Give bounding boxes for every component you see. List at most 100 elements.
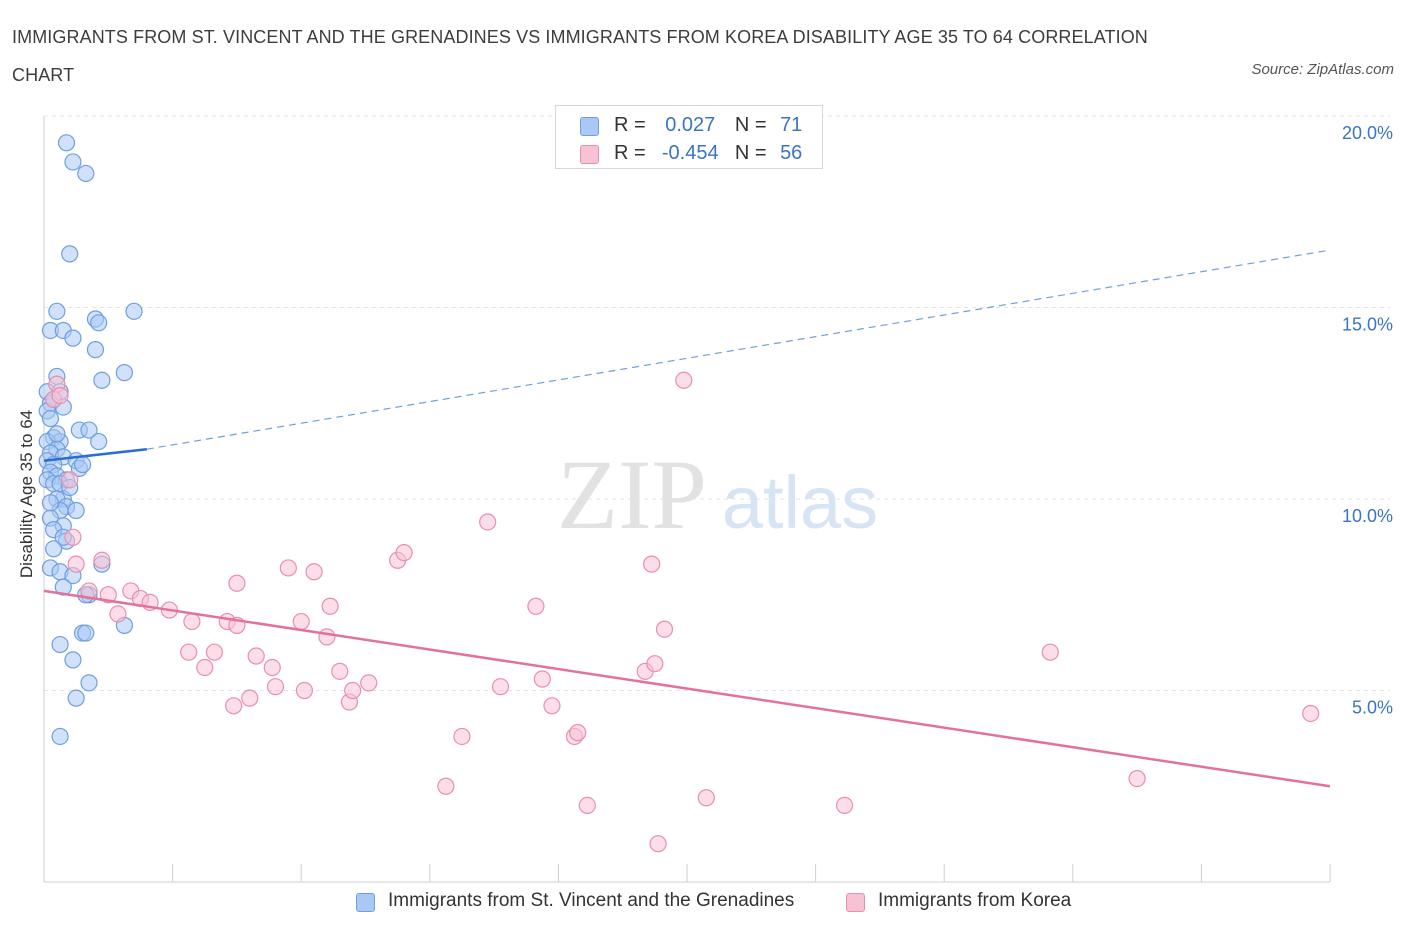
watermark-atlas: atlas bbox=[722, 461, 878, 544]
point-korea-44 bbox=[543, 697, 561, 715]
r-value: -0.454 bbox=[661, 142, 719, 164]
point-vincent-67 bbox=[67, 501, 85, 520]
point-vincent-11 bbox=[86, 341, 105, 359]
point-korea-28 bbox=[295, 681, 314, 700]
point-vincent-1 bbox=[64, 153, 82, 171]
point-korea-42 bbox=[527, 597, 545, 615]
n-label: N = bbox=[734, 142, 767, 164]
point-korea-35 bbox=[360, 674, 378, 692]
point-vincent-19 bbox=[41, 409, 60, 428]
point-korea-8 bbox=[99, 586, 117, 604]
point-vincent-7 bbox=[90, 314, 108, 332]
stats-legend: R = 0.027 N = 71 R = -0.454 N = 56 bbox=[555, 105, 823, 169]
point-korea-38 bbox=[437, 777, 455, 795]
point-korea-32 bbox=[331, 662, 349, 680]
watermark: ZIP atlas bbox=[557, 439, 878, 550]
point-korea-23 bbox=[247, 647, 265, 665]
point-korea-22 bbox=[241, 689, 259, 707]
point-korea-30 bbox=[318, 628, 336, 646]
point-vincent-69 bbox=[45, 540, 63, 558]
point-korea-46 bbox=[569, 724, 587, 742]
point-vincent-61 bbox=[67, 689, 85, 707]
point-korea-26 bbox=[279, 559, 297, 577]
point-vincent-10 bbox=[64, 329, 82, 347]
point-vincent-65 bbox=[41, 494, 60, 512]
point-korea-2 bbox=[51, 386, 69, 405]
point-vincent-59 bbox=[64, 651, 82, 669]
point-korea-58 bbox=[1302, 704, 1320, 723]
point-korea-6 bbox=[93, 551, 111, 569]
point-korea-53 bbox=[675, 371, 693, 389]
grid-lines bbox=[44, 115, 1390, 691]
y-tick-label-3: 20.0% bbox=[1342, 123, 1393, 143]
trend-line-korea bbox=[43, 589, 1331, 788]
point-korea-27 bbox=[292, 612, 310, 631]
y-tick-label-0: 5.0% bbox=[1352, 698, 1393, 718]
point-korea-15 bbox=[183, 612, 201, 631]
point-korea-50 bbox=[646, 655, 664, 673]
point-korea-14 bbox=[180, 643, 198, 661]
y-tick-label-2: 15.0% bbox=[1342, 315, 1393, 335]
data-points bbox=[38, 134, 1320, 853]
chart-title: IMMIGRANTS FROM ST. VINCENT AND THE GREN… bbox=[12, 27, 1148, 85]
scatter-chart: ZIP atlas 5.0%10.0%15.0%20.0%0.0%40.0% bbox=[38, 115, 1393, 883]
point-korea-47 bbox=[578, 796, 596, 815]
trend-line-vincent-solid bbox=[43, 447, 148, 462]
point-korea-39 bbox=[453, 727, 471, 746]
point-vincent-3 bbox=[61, 245, 79, 263]
point-vincent-57 bbox=[77, 624, 95, 642]
point-korea-21 bbox=[228, 574, 246, 592]
r-value: 0.027 bbox=[665, 114, 716, 136]
point-korea-19 bbox=[225, 697, 243, 715]
source-label: Source: ZipAtlas.com bbox=[1251, 61, 1394, 78]
legend-label-vincent: Immigrants from St. Vincent and the Gren… bbox=[388, 890, 795, 911]
point-vincent-0 bbox=[57, 134, 76, 152]
trend-lines bbox=[43, 249, 1331, 788]
watermark-zip: ZIP bbox=[557, 439, 707, 550]
point-korea-31 bbox=[321, 597, 339, 615]
trend-line-vincent-extension bbox=[146, 249, 1331, 450]
point-korea-37 bbox=[395, 544, 413, 562]
point-korea-9 bbox=[109, 605, 127, 623]
tick-labels: 5.0%10.0%15.0%20.0%0.0%40.0% bbox=[1342, 123, 1393, 718]
point-korea-40 bbox=[479, 513, 497, 531]
point-korea-41 bbox=[491, 678, 510, 696]
point-korea-51 bbox=[655, 620, 674, 638]
point-vincent-62 bbox=[51, 727, 69, 746]
point-vincent-5 bbox=[48, 302, 66, 320]
point-vincent-13 bbox=[93, 371, 111, 389]
point-vincent-25 bbox=[90, 432, 108, 451]
point-korea-29 bbox=[305, 563, 323, 581]
n-value: 56 bbox=[780, 142, 803, 164]
legend-swatch-korea bbox=[846, 893, 865, 912]
point-korea-3 bbox=[61, 471, 79, 489]
r-label: R = bbox=[614, 142, 646, 164]
y-tick-label-1: 10.0% bbox=[1342, 506, 1393, 526]
legend-swatch-vincent bbox=[356, 893, 375, 912]
point-vincent-21 bbox=[80, 421, 98, 439]
n-label: N = bbox=[734, 114, 767, 136]
point-korea-17 bbox=[205, 643, 223, 661]
point-korea-4 bbox=[64, 528, 82, 546]
point-vincent-58 bbox=[51, 635, 69, 654]
legend-swatch-korea bbox=[580, 145, 599, 164]
point-korea-54 bbox=[697, 789, 715, 807]
point-vincent-2 bbox=[77, 164, 95, 183]
legend-label-korea: Immigrants from Korea bbox=[878, 890, 1072, 911]
point-korea-56 bbox=[1041, 643, 1059, 661]
r-label: R = bbox=[614, 114, 646, 136]
n-value: 71 bbox=[780, 114, 803, 136]
point-korea-52 bbox=[649, 835, 667, 853]
point-korea-57 bbox=[1128, 769, 1146, 788]
point-vincent-4 bbox=[125, 302, 143, 320]
point-korea-34 bbox=[344, 681, 362, 700]
point-korea-24 bbox=[263, 658, 281, 677]
series-legend: Immigrants from St. Vincent and the Gren… bbox=[0, 888, 1406, 918]
point-korea-49 bbox=[643, 555, 661, 573]
point-korea-5 bbox=[67, 555, 85, 573]
legend-swatch-vincent bbox=[580, 117, 599, 136]
point-vincent-66 bbox=[48, 425, 66, 443]
point-vincent-70 bbox=[73, 455, 92, 474]
point-vincent-60 bbox=[80, 674, 98, 692]
point-korea-55 bbox=[835, 796, 854, 815]
